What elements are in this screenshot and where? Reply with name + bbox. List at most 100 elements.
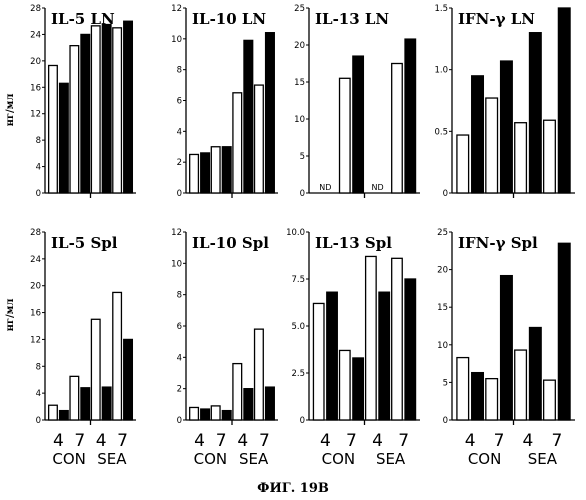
- y-tick-label: 7.5: [291, 275, 305, 285]
- bar-open: [515, 350, 527, 420]
- y-tick-label: 1.0: [434, 66, 448, 76]
- bar-filled: [222, 411, 231, 420]
- x-tick-label: 4: [372, 431, 383, 451]
- y-tick-label: 5: [300, 152, 305, 162]
- x-group-label: CON: [194, 450, 228, 468]
- bar-open: [91, 26, 100, 193]
- bar-filled: [472, 373, 484, 420]
- panel-title: IFN-γ LN: [458, 10, 535, 28]
- y-tick-label: 8: [177, 291, 182, 301]
- bar-open: [70, 376, 79, 420]
- bar-open: [211, 406, 220, 420]
- y-tick-label: 28: [30, 4, 41, 14]
- y-tick-label: 24: [30, 30, 41, 40]
- bar-filled: [529, 33, 541, 193]
- bar-filled: [266, 387, 275, 420]
- bar-open: [457, 135, 469, 193]
- y-tick-label: 0: [36, 416, 41, 426]
- bar-open: [340, 78, 351, 193]
- panel-2: 0510152025NDNDIL-13 LN: [294, 4, 420, 199]
- x-labels-panel-3: 4747CONSEA: [465, 431, 563, 468]
- y-tick-label: 4: [177, 353, 182, 363]
- y-tick-label: 0: [300, 416, 305, 426]
- bar-filled: [472, 76, 484, 193]
- y-tick-label: 0: [177, 189, 182, 199]
- bar-open: [515, 123, 527, 193]
- panel-1: 024681012IL-10 LN: [171, 4, 278, 199]
- bar-open: [340, 350, 351, 420]
- bar-filled: [124, 21, 133, 193]
- y-tick-label: 10: [294, 115, 305, 125]
- y-tick-label: 2: [177, 158, 182, 168]
- x-labels-panel-0: 4747CONSEA: [52, 431, 128, 468]
- y-tick-label: 5.0: [291, 322, 305, 332]
- y-tick-label: 10: [171, 259, 182, 269]
- chart-panels: 0481216202428IL-5 LN024681012IL-10 LN051…: [30, 4, 575, 426]
- y-tick-label: 16: [30, 309, 41, 319]
- bar-open: [113, 28, 122, 193]
- bar-open: [313, 303, 324, 420]
- bar-filled: [558, 243, 570, 420]
- y-tick-label: 6: [177, 322, 182, 332]
- x-tick-label: 7: [117, 431, 128, 451]
- y-tick-label: 8: [36, 136, 41, 146]
- panel-title: IL-5 LN: [51, 10, 115, 28]
- x-group-label: SEA: [97, 450, 127, 468]
- bar-open: [49, 65, 58, 193]
- x-tick-label: 7: [494, 431, 505, 451]
- panel-title: IFN-γ Spl: [458, 234, 538, 252]
- bar-open: [486, 98, 498, 193]
- bar-filled: [501, 276, 513, 420]
- bar-filled: [102, 387, 111, 420]
- y-tick-label: 10.0: [286, 228, 305, 238]
- nd-annotation: ND: [319, 183, 331, 192]
- bar-open: [457, 358, 469, 420]
- bar-open: [366, 256, 377, 420]
- y-tick-label: 20: [30, 282, 41, 292]
- nd-annotation: ND: [371, 183, 383, 192]
- bar-filled: [201, 409, 210, 420]
- bar-open: [233, 364, 242, 420]
- bar-open: [211, 147, 220, 193]
- x-group-label: SEA: [376, 450, 406, 468]
- bar-filled: [501, 61, 513, 193]
- bar-open: [486, 379, 498, 420]
- bar-filled: [558, 8, 570, 193]
- panel-6: 02.55.07.510.0IL-13 Spl: [286, 228, 420, 426]
- panel-title: IL-5 Spl: [51, 234, 118, 252]
- bar-filled: [529, 328, 541, 420]
- x-tick-label: 4: [237, 431, 248, 451]
- x-tick-label: 7: [216, 431, 227, 451]
- y-tick-label: 12: [171, 228, 182, 238]
- x-tick-label: 7: [346, 431, 357, 451]
- x-group-label: SEA: [239, 450, 269, 468]
- bar-open: [190, 154, 199, 193]
- bar-filled: [353, 358, 364, 420]
- y-tick-label: 8: [177, 66, 182, 76]
- y-tick-label: 25: [437, 228, 448, 238]
- x-tick-label: 4: [523, 431, 534, 451]
- bar-open: [91, 319, 100, 420]
- x-axis-labels: 4747CONSEA4747CONSEA4747CONSEA4747CONSEA: [52, 431, 562, 468]
- y-tick-label: 15: [294, 78, 305, 88]
- panel-4: 0481216202428IL-5 Spl: [30, 228, 136, 426]
- x-labels-panel-1: 4747CONSEA: [194, 431, 270, 468]
- y-tick-label: 20: [294, 41, 305, 51]
- x-tick-label: 7: [551, 431, 562, 451]
- bar-open: [70, 46, 79, 193]
- y-tick-label: 2: [177, 385, 182, 395]
- y-tick-label: 15: [437, 303, 448, 313]
- figure-caption: ФИГ. 19B: [257, 481, 329, 496]
- y-tick-label: 0.5: [434, 127, 448, 137]
- bar-filled: [327, 292, 338, 420]
- bar-filled: [222, 147, 231, 193]
- panel-title: IL-13 LN: [315, 10, 389, 28]
- y-tick-label: 5: [443, 378, 448, 388]
- bar-filled: [81, 388, 90, 420]
- y-axis-label-top: нг/мл: [5, 94, 16, 127]
- bar-filled: [124, 339, 133, 420]
- x-group-label: CON: [52, 450, 86, 468]
- y-tick-label: 6: [177, 97, 182, 107]
- bar-filled: [201, 153, 210, 193]
